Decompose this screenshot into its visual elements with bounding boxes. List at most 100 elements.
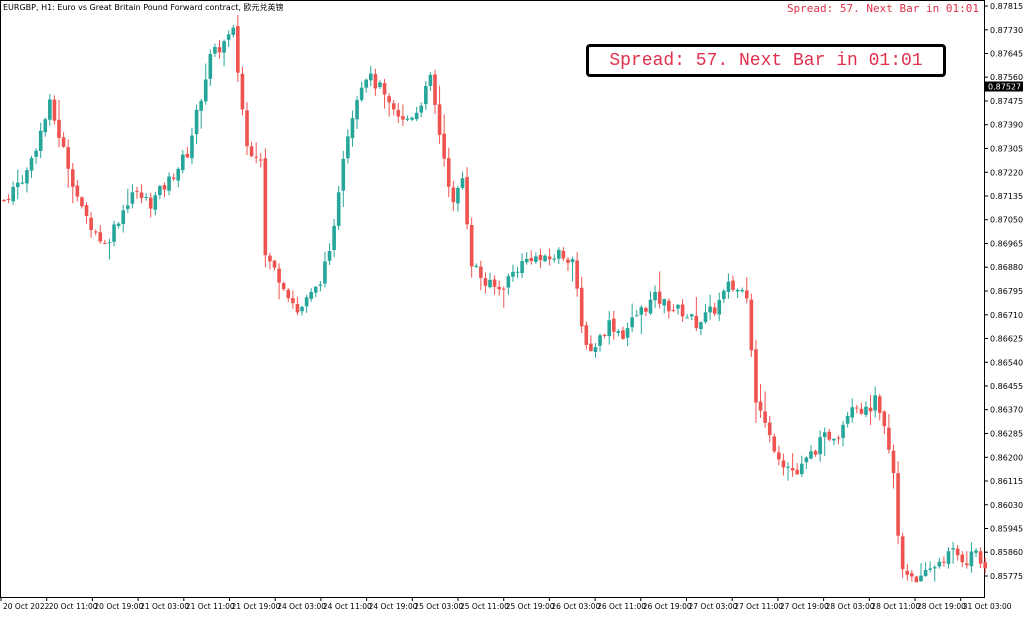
candle xyxy=(818,430,822,462)
candle xyxy=(437,85,442,144)
candle xyxy=(529,250,534,265)
time-tick-label: 28 Oct 11:00 xyxy=(871,602,920,611)
candle-body xyxy=(414,112,419,120)
candle xyxy=(474,263,479,268)
candle-body xyxy=(877,396,882,413)
candle-body xyxy=(809,451,813,459)
candle-body xyxy=(717,300,722,315)
candle xyxy=(731,275,735,292)
candle-body xyxy=(657,291,662,304)
candle-body xyxy=(226,34,231,40)
candle xyxy=(914,575,919,583)
candle xyxy=(433,69,437,115)
candle-body xyxy=(589,343,593,351)
candle-body xyxy=(932,567,937,569)
candle xyxy=(598,333,602,352)
candle-body xyxy=(767,422,772,436)
candle xyxy=(758,384,763,418)
candle xyxy=(589,335,593,352)
candle xyxy=(135,186,139,199)
candle-body xyxy=(914,576,919,583)
candle-body xyxy=(171,177,176,179)
candle-body xyxy=(144,197,148,198)
candle xyxy=(488,272,492,289)
candle xyxy=(263,148,268,268)
candle xyxy=(960,551,965,567)
candle-body xyxy=(786,466,790,468)
candle xyxy=(442,114,446,167)
candle-body xyxy=(703,312,708,323)
candle-body xyxy=(153,195,158,210)
candle xyxy=(712,302,717,317)
time-tick-label: 21 Oct 19:00 xyxy=(232,602,281,611)
candle-body xyxy=(978,551,983,564)
candle xyxy=(89,212,93,238)
candle xyxy=(882,410,887,435)
time-tick-label: 25 Oct 11:00 xyxy=(460,602,509,611)
candle-body xyxy=(254,156,258,158)
candle-body xyxy=(272,260,277,268)
price-tick-label: 0.86200 xyxy=(990,453,1023,462)
candle-body xyxy=(488,279,492,288)
candle-body xyxy=(552,258,556,260)
candle-body xyxy=(744,290,749,299)
candle xyxy=(786,462,790,481)
candle-body xyxy=(217,47,222,53)
candle-body xyxy=(891,450,896,473)
candle-body xyxy=(694,315,699,329)
candle xyxy=(217,40,222,59)
candle xyxy=(937,558,942,569)
candle xyxy=(662,298,667,314)
candle xyxy=(717,292,722,322)
price-tick-label: 0.87050 xyxy=(990,216,1023,225)
candle xyxy=(809,445,813,460)
price-tick-label: 0.87135 xyxy=(990,192,1023,201)
candle xyxy=(699,321,703,336)
candle-body xyxy=(859,408,864,414)
candle-body xyxy=(566,259,570,263)
price-tick-label: 0.86285 xyxy=(990,430,1023,439)
candle-body xyxy=(116,223,121,226)
candle-body xyxy=(15,182,20,188)
candle-body xyxy=(868,407,873,412)
candle xyxy=(148,192,153,218)
candle xyxy=(369,65,373,87)
candle xyxy=(877,394,882,421)
candle-body xyxy=(291,298,295,304)
price-tick-label: 0.86710 xyxy=(990,311,1023,320)
candle-body xyxy=(364,79,369,88)
current-price-tag xyxy=(985,81,1023,92)
candle-body xyxy=(446,158,451,187)
candle xyxy=(300,305,304,316)
candle xyxy=(213,43,217,57)
candle xyxy=(639,304,644,335)
candle-body xyxy=(25,170,29,184)
candle-body xyxy=(103,243,107,244)
candle-body xyxy=(960,554,965,563)
candle xyxy=(653,285,657,309)
candle-body xyxy=(304,297,309,307)
candle-body xyxy=(190,135,194,159)
candle xyxy=(942,556,946,567)
candle-body xyxy=(662,299,667,306)
candle-body xyxy=(832,438,836,441)
candle xyxy=(873,386,877,418)
candle xyxy=(859,402,864,415)
candle-body xyxy=(919,575,923,582)
time-tick-label: 24 Oct 19:00 xyxy=(369,602,418,611)
candle xyxy=(740,287,744,293)
candle xyxy=(501,286,506,308)
candle xyxy=(928,561,932,573)
candle-body xyxy=(799,463,804,475)
price-tick-label: 0.85945 xyxy=(990,525,1023,534)
candle-body xyxy=(396,110,401,117)
candle xyxy=(827,429,832,442)
candle xyxy=(850,398,855,423)
candle-body xyxy=(584,325,589,345)
candle-body xyxy=(258,159,263,161)
candle xyxy=(900,532,905,578)
candle-body xyxy=(689,314,694,317)
candle-body xyxy=(433,74,437,105)
candle-body xyxy=(781,460,786,468)
candle-body xyxy=(469,225,474,267)
